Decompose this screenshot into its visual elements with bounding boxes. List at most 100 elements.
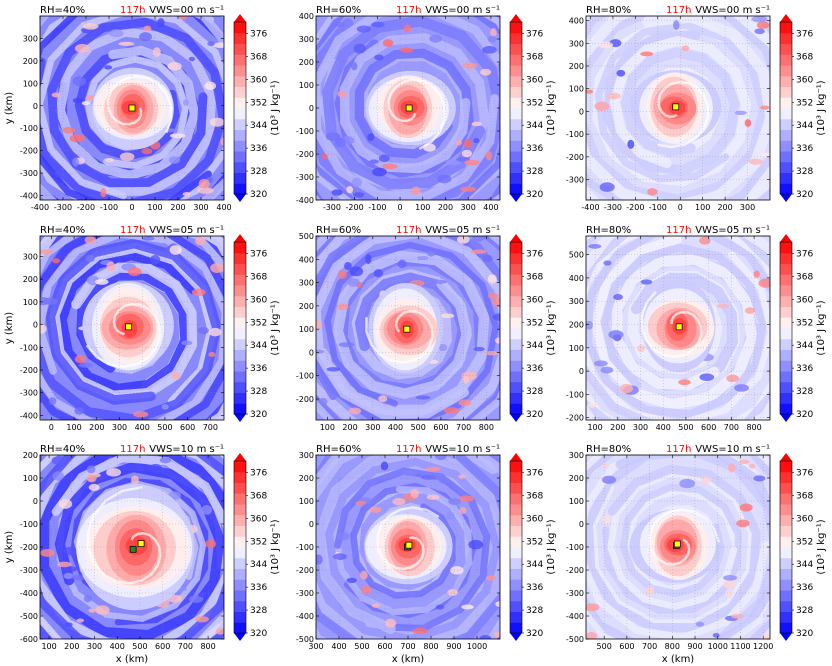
time-label: 117h	[120, 5, 145, 16]
convective-cell	[734, 110, 747, 116]
convective-cell	[86, 474, 97, 483]
convective-cell	[182, 99, 190, 106]
convective-cell	[71, 574, 86, 581]
colorbar-segment	[510, 263, 522, 275]
inner-spiral-arm	[656, 80, 710, 149]
eye-marker	[137, 540, 145, 547]
convective-cell	[616, 69, 626, 77]
eye-marker	[129, 545, 137, 553]
colorbar-segment	[510, 504, 522, 516]
convective-cell	[753, 475, 766, 482]
colorbar-segment	[510, 590, 522, 602]
y-tick-label: 300	[23, 34, 38, 43]
convective-cell	[700, 476, 712, 484]
colorbar-segment	[234, 349, 246, 361]
colorbar-segment	[510, 371, 522, 383]
x-tick-label: 300	[365, 423, 380, 432]
inner-spiral-arm	[85, 302, 161, 368]
colorbar-frame	[779, 241, 793, 415]
convective-cell	[169, 133, 186, 139]
colorbar-segment	[234, 514, 246, 526]
convective-cell	[487, 292, 499, 299]
colorbar-extend-min	[510, 633, 522, 641]
y-tick-label: -400	[20, 589, 38, 598]
convective-cell	[728, 463, 736, 473]
colorbar-segment	[234, 172, 246, 184]
colorbar-frame	[779, 21, 793, 195]
rain-band	[56, 250, 199, 394]
x-axis-label: x (km)	[116, 654, 149, 665]
convective-cell	[490, 27, 497, 38]
colorbar-segment	[234, 97, 246, 109]
colorbar-tick-label: 344	[796, 121, 813, 131]
y-tick-label: 300	[569, 297, 584, 306]
y-tick-label: 500	[569, 251, 584, 260]
panel-4: 0 100 200 300 400 500 600 700 -400 -300 -200 -100 0 1…	[4, 225, 281, 432]
colorbar-tick-label: 344	[526, 341, 543, 351]
colorbar-tick-label: 352	[250, 98, 267, 108]
colorbar-segment	[510, 349, 522, 361]
colorbar-tick-label: 344	[526, 560, 543, 570]
y-tick-label: 400	[299, 12, 314, 21]
convective-cell	[204, 81, 217, 90]
colorbar-tick-label: 336	[250, 144, 267, 154]
convective-cell	[602, 463, 609, 468]
colorbar-tick-label: 336	[796, 144, 813, 154]
x-tick-label: 400	[331, 642, 346, 651]
convective-cell	[83, 594, 93, 603]
field-plot	[316, 16, 500, 200]
y-tick-label: 100	[299, 81, 314, 90]
convective-cell	[40, 548, 55, 557]
colorbar-segment	[234, 151, 246, 163]
panel-8: 300 400 500 600 700 800 900 1000-500-400-300-20…	[296, 444, 557, 665]
plot-frame	[585, 15, 771, 201]
colorbar-segment	[510, 317, 522, 329]
x-tick-label: -100	[368, 203, 386, 212]
rh-label: RH=40%	[40, 225, 85, 236]
convective-cell	[608, 330, 624, 340]
convective-cell	[351, 177, 363, 188]
x-tick-label: 300	[740, 203, 755, 212]
convective-cell	[761, 633, 770, 639]
convective-cell	[325, 132, 341, 141]
eye-marker	[125, 323, 132, 331]
y-tick-label: -500	[566, 635, 584, 644]
vws-label: VWS=05 m s⁻¹	[149, 225, 224, 236]
rain-band	[586, 455, 770, 639]
y-tick-label: 300	[569, 39, 584, 48]
convective-cell	[88, 608, 97, 613]
rain-band	[40, 236, 224, 420]
convective-cell	[356, 25, 371, 33]
colorbar-tick-label: 320	[796, 410, 813, 420]
convective-cell	[326, 367, 341, 372]
convective-cell	[51, 455, 67, 466]
colorbar-tick-label: 336	[526, 583, 543, 593]
y-tick-label: -100	[296, 543, 314, 552]
y-tick-label: -400	[20, 411, 38, 420]
colorbar-segment	[510, 242, 522, 254]
x-tick-label: 800	[479, 423, 494, 432]
colorbar-segment	[510, 381, 522, 393]
convective-cell	[460, 186, 476, 192]
colorbar-segment	[780, 381, 792, 393]
colorbar-segment	[234, 285, 246, 297]
rain-band	[316, 236, 500, 420]
convective-cell	[640, 51, 654, 57]
convective-cell	[139, 32, 152, 42]
convective-cell	[620, 383, 634, 394]
x-tick-label: 300	[633, 423, 648, 432]
plot-frame	[315, 235, 501, 421]
colorbar-segment	[234, 86, 246, 98]
convective-cell	[461, 149, 472, 158]
x-tick-label: 500	[678, 423, 693, 432]
convective-cell	[40, 324, 47, 334]
convective-cell	[754, 28, 765, 35]
convective-cell	[485, 350, 499, 356]
x-tick-label: 300	[112, 423, 127, 432]
colorbar-segment	[234, 590, 246, 602]
colorbar-label: (10³ J kg⁻¹)	[546, 519, 557, 574]
convective-cell	[588, 244, 602, 249]
x-tick-label: 200	[89, 423, 104, 432]
panel-2: -300 -200 -100 0 100 200 300 400 -400 -300 -200 -10…	[296, 5, 557, 212]
x-tick-label: 800	[746, 423, 761, 432]
